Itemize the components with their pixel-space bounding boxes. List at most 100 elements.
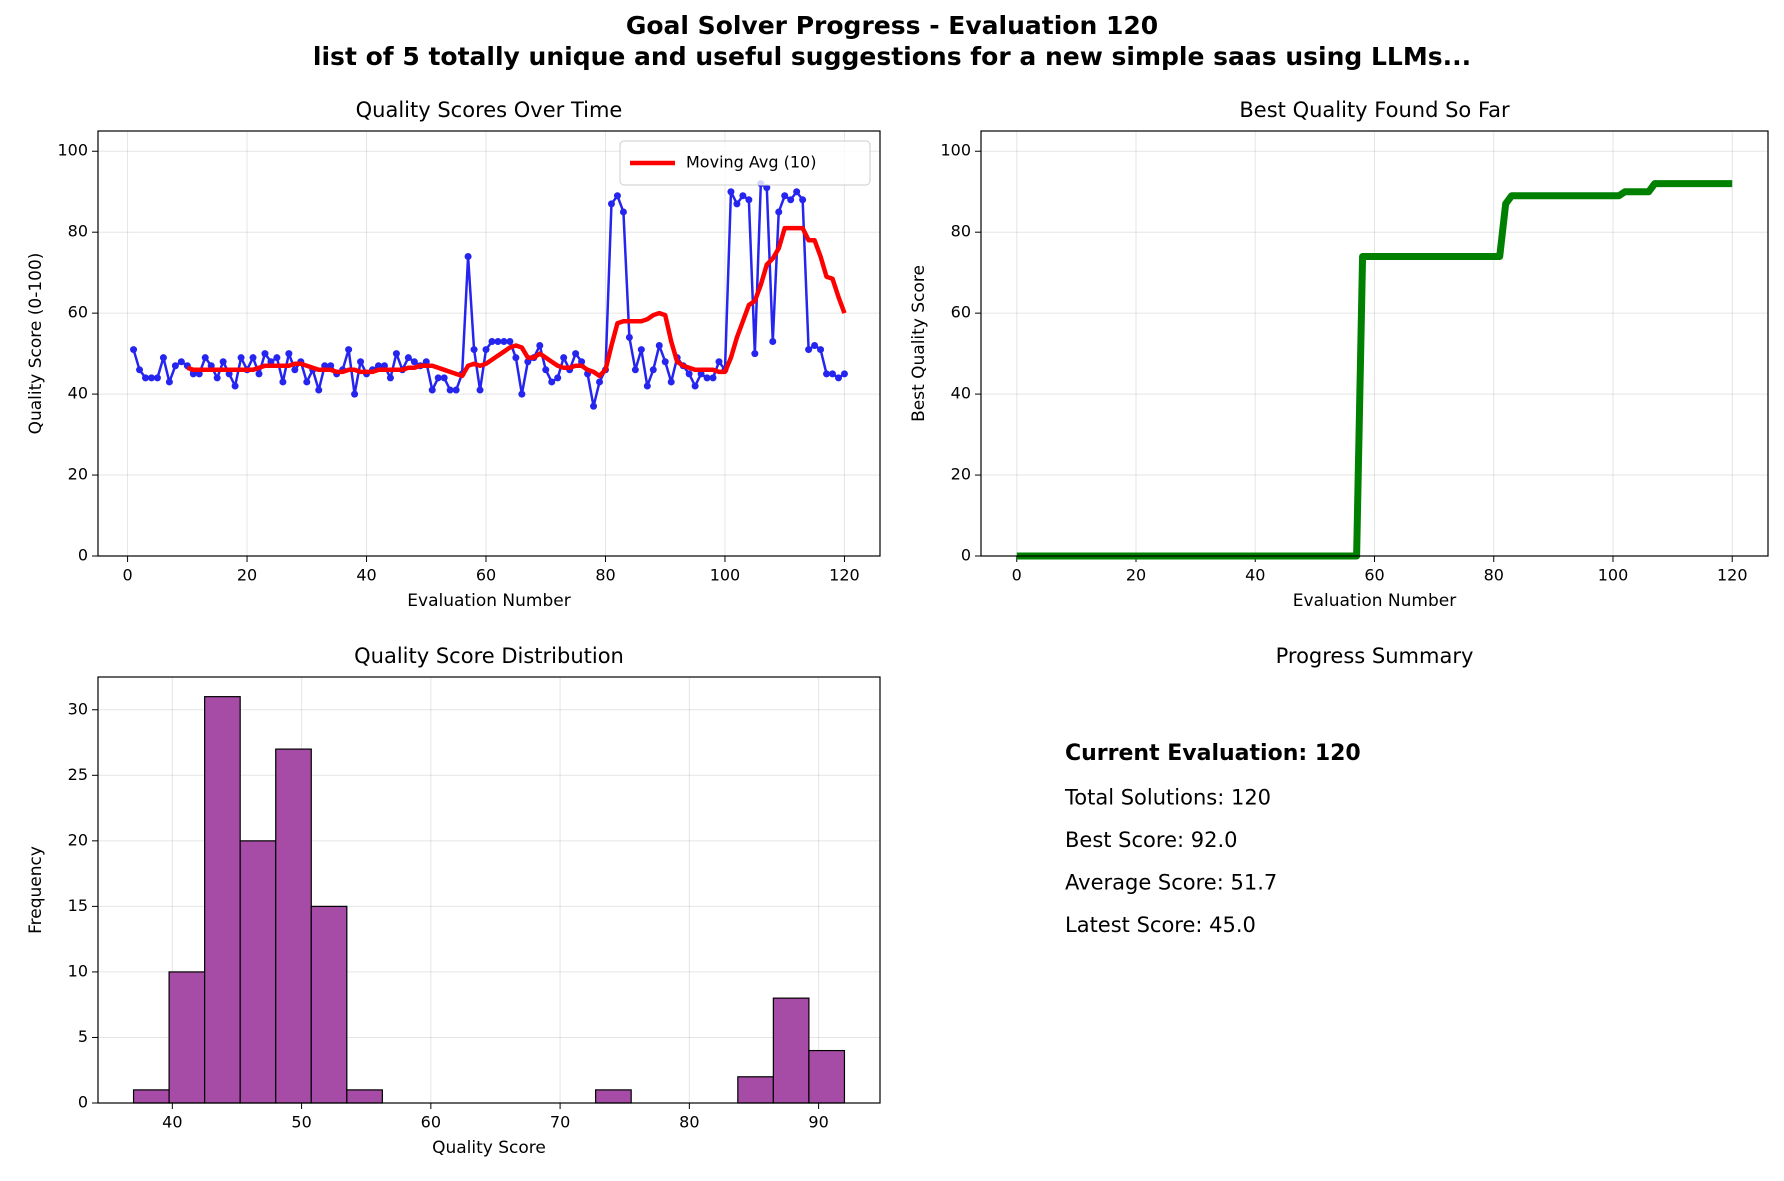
- data-point: [136, 366, 144, 374]
- plot-frame: [980, 130, 1769, 557]
- data-point: [291, 366, 299, 374]
- histogram-bar: [168, 971, 206, 1104]
- subplot-title: Progress Summary: [1276, 644, 1474, 668]
- data-point: [655, 342, 663, 350]
- summary-line: Total Solutions: 120: [1064, 786, 1271, 810]
- y-tick-label: 40: [951, 384, 971, 403]
- data-point: [703, 374, 711, 382]
- data-point: [649, 366, 657, 374]
- subplot-title: Quality Score Distribution: [354, 644, 624, 668]
- data-point: [237, 354, 245, 362]
- y-axis-label: Quality Score (0-100): [26, 253, 46, 435]
- data-point: [267, 358, 275, 366]
- data-point: [793, 188, 801, 196]
- data-point: [201, 354, 209, 362]
- data-point: [787, 196, 795, 204]
- data-point: [130, 346, 138, 354]
- data-point: [159, 354, 167, 362]
- data-point: [607, 200, 615, 208]
- summary-line: Average Score: 51.7: [1065, 871, 1277, 895]
- data-point: [500, 337, 508, 345]
- data-point: [351, 390, 359, 398]
- x-tick-label: 60: [421, 1113, 441, 1132]
- data-point: [548, 378, 556, 386]
- data-point: [189, 370, 197, 378]
- data-point: [637, 346, 645, 354]
- data-point: [733, 200, 741, 208]
- histogram-bar: [204, 696, 241, 1104]
- legend-label: Moving Avg (10): [686, 153, 816, 172]
- data-point: [482, 346, 490, 354]
- x-tick-label: 80: [1484, 566, 1504, 585]
- data-point: [452, 386, 460, 394]
- y-tick-label: 100: [940, 141, 971, 160]
- data-line: [1016, 180, 1733, 560]
- data-point: [374, 362, 382, 370]
- data-point: [745, 196, 753, 204]
- data-point: [165, 378, 173, 386]
- summary-line: Current Evaluation: 120: [1065, 741, 1361, 766]
- data-point: [255, 370, 263, 378]
- data-point: [195, 370, 203, 378]
- y-tick-label: 20: [951, 465, 971, 484]
- y-tick-label: 20: [68, 465, 88, 484]
- x-axis-label: Evaluation Number: [407, 591, 570, 611]
- histogram-bar: [310, 905, 348, 1104]
- x-tick-label: 120: [1717, 566, 1748, 585]
- y-tick-label: 60: [951, 303, 971, 322]
- x-tick-label: 40: [162, 1113, 182, 1132]
- y-axis-label: Best Quality Score: [909, 265, 929, 422]
- data-point: [512, 354, 520, 362]
- x-tick-label: 100: [710, 566, 741, 585]
- histogram-bar: [808, 1049, 846, 1104]
- data-point: [476, 386, 484, 394]
- data-point: [249, 354, 257, 362]
- data-point: [422, 358, 430, 366]
- data-point: [285, 350, 293, 358]
- data-point: [590, 402, 598, 410]
- data-point: [225, 370, 233, 378]
- data-point: [321, 362, 329, 370]
- data-point: [667, 378, 675, 386]
- data-point: [613, 192, 621, 200]
- data-point: [147, 374, 155, 382]
- x-tick-label: 0: [1012, 566, 1022, 585]
- y-tick-label: 20: [68, 830, 88, 849]
- y-tick-label: 60: [68, 303, 88, 322]
- data-point: [506, 337, 514, 345]
- data-point: [763, 184, 771, 192]
- y-tick-label: 0: [78, 546, 88, 565]
- data-point: [273, 354, 281, 362]
- data-point: [560, 354, 568, 362]
- data-point: [207, 362, 215, 370]
- data-point: [823, 370, 831, 378]
- data-point: [661, 358, 669, 366]
- data-point: [691, 382, 699, 390]
- data-point: [805, 346, 813, 354]
- data-point: [327, 362, 335, 370]
- histogram-bar: [275, 748, 312, 1104]
- data-point: [357, 358, 365, 366]
- data-point: [219, 358, 227, 366]
- legend-box: [619, 140, 871, 186]
- data-point: [392, 350, 400, 358]
- data-point: [542, 366, 550, 374]
- data-point: [775, 208, 783, 216]
- data-point: [572, 350, 580, 358]
- data-point: [715, 358, 723, 366]
- histogram-bar: [595, 1089, 632, 1104]
- x-tick-label: 70: [550, 1113, 570, 1132]
- data-point: [739, 192, 747, 200]
- y-tick-label: 100: [57, 141, 88, 160]
- y-tick-label: 25: [68, 765, 88, 784]
- x-tick-label: 20: [1126, 566, 1146, 585]
- x-tick-label: 60: [476, 566, 496, 585]
- data-point: [345, 346, 353, 354]
- histogram-bar: [737, 1076, 774, 1104]
- data-point: [524, 358, 532, 366]
- data-point: [177, 358, 185, 366]
- x-tick-label: 120: [829, 566, 860, 585]
- data-point: [141, 374, 149, 382]
- data-point: [303, 378, 311, 386]
